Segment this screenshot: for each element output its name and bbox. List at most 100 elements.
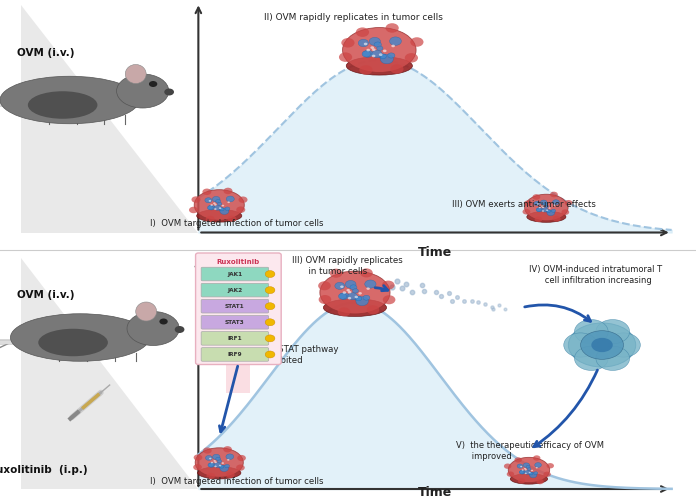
Circle shape [265,319,275,326]
Circle shape [217,202,222,205]
Circle shape [348,291,351,294]
Ellipse shape [0,76,139,124]
Circle shape [545,205,548,208]
Circle shape [362,51,371,57]
Circle shape [350,285,357,290]
Circle shape [265,270,275,278]
Circle shape [367,305,379,314]
Circle shape [193,454,203,460]
Circle shape [574,346,608,370]
Circle shape [537,208,542,212]
Circle shape [212,454,220,460]
Circle shape [218,460,221,463]
Circle shape [522,470,523,471]
Circle shape [546,210,548,211]
Ellipse shape [525,194,568,221]
Circle shape [382,280,395,289]
Circle shape [372,54,375,58]
Circle shape [514,457,522,462]
Circle shape [564,333,597,357]
Circle shape [380,54,386,58]
Text: Time: Time [418,486,452,499]
Circle shape [546,463,554,468]
Circle shape [203,448,212,454]
Circle shape [379,54,383,56]
Circle shape [596,346,630,370]
Circle shape [205,216,214,222]
Circle shape [523,463,530,468]
Circle shape [544,472,551,477]
Circle shape [517,464,523,468]
Circle shape [265,351,275,358]
Text: STAT1: STAT1 [225,304,245,308]
Circle shape [265,302,275,310]
Circle shape [223,188,232,194]
Circle shape [530,472,533,475]
Circle shape [410,38,423,47]
Ellipse shape [197,210,242,222]
Text: V)  the therapeutic efficacy of OVM
      improved: V) the therapeutic efficacy of OVM impro… [456,440,604,461]
Circle shape [536,467,538,468]
Circle shape [547,210,555,216]
Circle shape [553,204,555,206]
Ellipse shape [592,338,612,352]
Circle shape [531,470,533,471]
Text: OVM (i.v.): OVM (i.v.) [17,290,75,300]
Circle shape [553,200,560,205]
Circle shape [535,216,542,222]
Circle shape [221,462,224,464]
Circle shape [340,286,344,288]
Circle shape [546,210,551,213]
Circle shape [208,463,214,467]
Ellipse shape [508,458,550,482]
Circle shape [523,209,530,214]
Circle shape [380,54,393,64]
Circle shape [372,50,382,58]
Circle shape [547,210,551,212]
Circle shape [214,204,216,206]
Circle shape [219,208,221,209]
Circle shape [214,466,216,468]
Circle shape [354,296,358,298]
Circle shape [340,292,349,300]
Circle shape [236,206,245,213]
Circle shape [220,466,228,471]
Circle shape [213,202,216,204]
Circle shape [214,208,216,210]
Circle shape [359,65,372,74]
Circle shape [222,204,224,206]
Circle shape [352,288,358,293]
Circle shape [363,50,373,57]
Circle shape [342,292,346,294]
Circle shape [524,468,526,469]
Circle shape [534,201,540,205]
Text: IRF1: IRF1 [228,336,242,341]
Ellipse shape [320,271,390,314]
Circle shape [529,472,533,475]
Circle shape [214,462,217,463]
Circle shape [345,280,356,288]
Circle shape [405,53,418,62]
Circle shape [366,288,370,290]
Circle shape [358,292,362,294]
Circle shape [189,206,198,213]
Circle shape [356,296,368,306]
Circle shape [391,44,395,48]
Polygon shape [21,5,198,232]
Circle shape [366,49,370,51]
Circle shape [390,37,402,46]
Circle shape [377,46,383,50]
Circle shape [338,294,347,299]
Circle shape [528,468,531,470]
Circle shape [524,200,532,206]
Circle shape [212,196,220,202]
Text: STAT3: STAT3 [225,320,245,325]
Circle shape [319,295,331,304]
Circle shape [318,281,331,290]
Text: III) OVM rapidly replicates
      in tumor cells: III) OVM rapidly replicates in tumor cel… [292,256,403,276]
Circle shape [386,23,399,32]
Ellipse shape [194,190,244,220]
Circle shape [562,210,569,215]
Text: Time: Time [418,246,452,259]
Circle shape [219,464,221,466]
